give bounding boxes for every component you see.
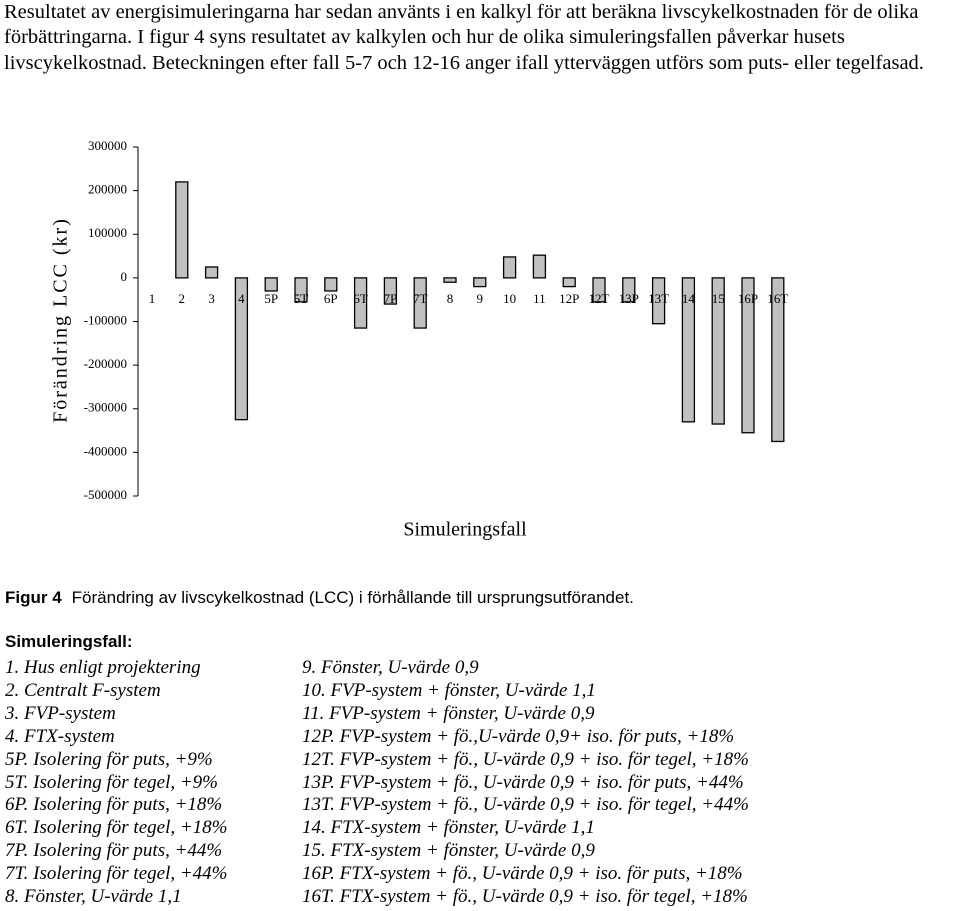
- legend-item: 11. FVP-system + fönster, U-värde 0,9: [302, 702, 595, 724]
- x-tick-label: 5P: [264, 291, 278, 306]
- legend-item: 14. FTX-system + fönster, U-värde 1,1: [302, 817, 595, 839]
- legend-item: 4. FTX-system: [5, 725, 115, 747]
- x-tick-label: 6P: [324, 291, 338, 306]
- x-tick-label: 1: [149, 291, 156, 306]
- y-tick-label: 100000: [88, 225, 127, 240]
- bar: [502, 256, 517, 279]
- bar: [234, 277, 249, 421]
- x-tick-label: 7T: [413, 291, 428, 306]
- bar: [592, 277, 606, 303]
- x-tick-label: 13P: [619, 291, 639, 306]
- y-tick-label: 300000: [88, 138, 127, 153]
- legend-item: 1. Hus enligt projektering: [5, 657, 201, 678]
- x-tick-label: 7P: [384, 291, 398, 306]
- paragraph: Resultatet av energisimuleringarna har s…: [4, 1, 924, 74]
- bar: [771, 277, 785, 443]
- y-tick-label: 0: [121, 269, 128, 284]
- x-tick-label: 6T: [353, 291, 368, 306]
- x-tick-label: 12T: [589, 291, 610, 306]
- x-tick-label: 8: [447, 291, 454, 306]
- y-axis-title: Förändring LCC (kr): [50, 217, 72, 423]
- bar: [473, 277, 487, 288]
- bar: [562, 277, 576, 288]
- legend-item: 6T. Isolering för tegel, +18%: [5, 817, 228, 839]
- legend-item: 16P. FTX-system + fö., U-värde 0,9 + iso…: [302, 863, 743, 885]
- y-tick-label: 200000: [88, 182, 127, 197]
- x-tick-label: 14: [682, 291, 696, 306]
- bar: [175, 181, 189, 279]
- legend-item: 13P. FVP-system + fö., U-värde 0,9 + iso…: [302, 771, 744, 793]
- legend-item: 2. Centralt F-system: [5, 679, 161, 701]
- x-axis-title: Simuleringsfall: [403, 519, 527, 541]
- bar: [651, 277, 666, 325]
- x-tick-label: 5T: [294, 291, 309, 306]
- legend-item: 15. FTX-system + fönster, U-värde 0,9: [302, 840, 595, 862]
- legend-item: 7T. Isolering för tegel, +44%: [5, 863, 228, 885]
- legend-item: 13T. FVP-system + fö., U-värde 0,9 + iso…: [302, 794, 749, 816]
- x-tick-label: 13T: [648, 291, 669, 306]
- legend-title: Simuleringsfall:: [5, 632, 133, 651]
- x-tick-label: 2: [179, 291, 186, 306]
- bar: [353, 277, 368, 329]
- bar: [324, 277, 338, 292]
- bar: [383, 277, 398, 305]
- y-tick-label: -300000: [84, 400, 127, 415]
- bar: [443, 277, 457, 283]
- caption-text: Förändring av livscykelkostnad (LCC) i f…: [71, 588, 634, 607]
- bar: [711, 277, 725, 425]
- x-tick-label: 4: [238, 291, 245, 306]
- x-tick-label: 15: [712, 291, 725, 306]
- legend-item: 8. Fönster, U-värde 1,1: [5, 886, 182, 907]
- bar: [413, 277, 427, 329]
- y-tick-label: -500000: [84, 487, 127, 502]
- legend-item: 12T. FVP-system + fö., U-värde 0,9 + iso…: [302, 748, 749, 770]
- bar: [204, 266, 219, 279]
- bar: [532, 254, 547, 279]
- x-tick-label: 12P: [559, 291, 579, 306]
- y-tick-label: -200000: [84, 356, 127, 371]
- legend-item: 12P. FVP-system + fö.,U-värde 0,9+ iso. …: [302, 725, 735, 747]
- bar: [741, 277, 755, 434]
- y-tick-label: -400000: [84, 443, 127, 458]
- x-tick-label: 9: [477, 291, 484, 306]
- x-tick-label: 16T: [767, 291, 788, 306]
- chart: Förändring LCC (kr) Simuleringsfall -500…: [50, 138, 789, 541]
- legend-item: 6P. Isolering för puts, +18%: [5, 794, 223, 816]
- legend-item: 9. Fönster, U-värde 0,9: [302, 657, 479, 678]
- legend-item: 16T. FTX-system + fö., U-värde 0,9 + iso…: [302, 886, 748, 907]
- bar: [681, 277, 696, 423]
- legend-item: 7P. Isolering för puts, +44%: [5, 840, 223, 862]
- caption-label: Figur 4: [5, 588, 62, 607]
- bar: [622, 277, 636, 303]
- legend-item: 5P. Isolering för puts, +9%: [5, 748, 213, 770]
- legend-item: 5T. Isolering för tegel, +9%: [5, 771, 219, 793]
- x-tick-label: 3: [208, 291, 215, 306]
- x-tick-label: 16P: [738, 291, 758, 306]
- x-tick-label: 10: [503, 291, 516, 306]
- bar: [264, 277, 278, 292]
- legend-item: 3. FVP-system: [5, 702, 116, 724]
- y-tick-label: -100000: [84, 312, 127, 327]
- bar: [294, 277, 308, 303]
- legend-item: 10. FVP-system + fönster, U-värde 1,1: [302, 679, 596, 701]
- caption: Figur 4 Förändring av livscykelkostnad (L…: [5, 588, 634, 608]
- x-tick-label: 11: [533, 291, 546, 306]
